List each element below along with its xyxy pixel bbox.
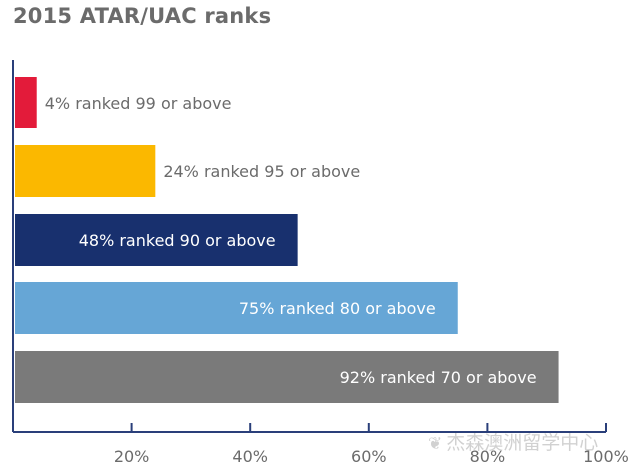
watermark: ❦ 杰森澳洲留学中心: [428, 428, 598, 455]
bar-label: 4% ranked 99 or above: [45, 94, 232, 113]
x-tick-label: 40%: [232, 447, 268, 466]
chart-title: 2015 ATAR/UAC ranks: [13, 4, 272, 28]
bar-70-or-above: [15, 351, 559, 403]
x-axis: 20% 40% 60% 80% 100%: [12, 60, 629, 466]
bar-80-or-above: [15, 282, 458, 334]
bar-90-or-above: [15, 214, 298, 266]
x-tick-label: 20%: [114, 447, 150, 466]
wechat-icon: ❦: [428, 434, 443, 454]
x-tick-label: 60%: [351, 447, 387, 466]
x-tick-label: 100%: [583, 447, 629, 466]
bars-group: 4% ranked 99 or above 24% ranked 95 or ab…: [15, 77, 559, 403]
bar-label: 92% ranked 70 or above: [340, 368, 537, 387]
bar-label: 75% ranked 80 or above: [239, 299, 436, 318]
x-tick-label: 80%: [470, 447, 506, 466]
bar-label: 24% ranked 95 or above: [163, 162, 360, 181]
bar-95-or-above: [15, 145, 156, 197]
bar-label: 48% ranked 90 or above: [79, 231, 276, 250]
bar-99-or-above: [15, 77, 37, 128]
watermark-text: 杰森澳洲留学中心: [446, 432, 599, 454]
